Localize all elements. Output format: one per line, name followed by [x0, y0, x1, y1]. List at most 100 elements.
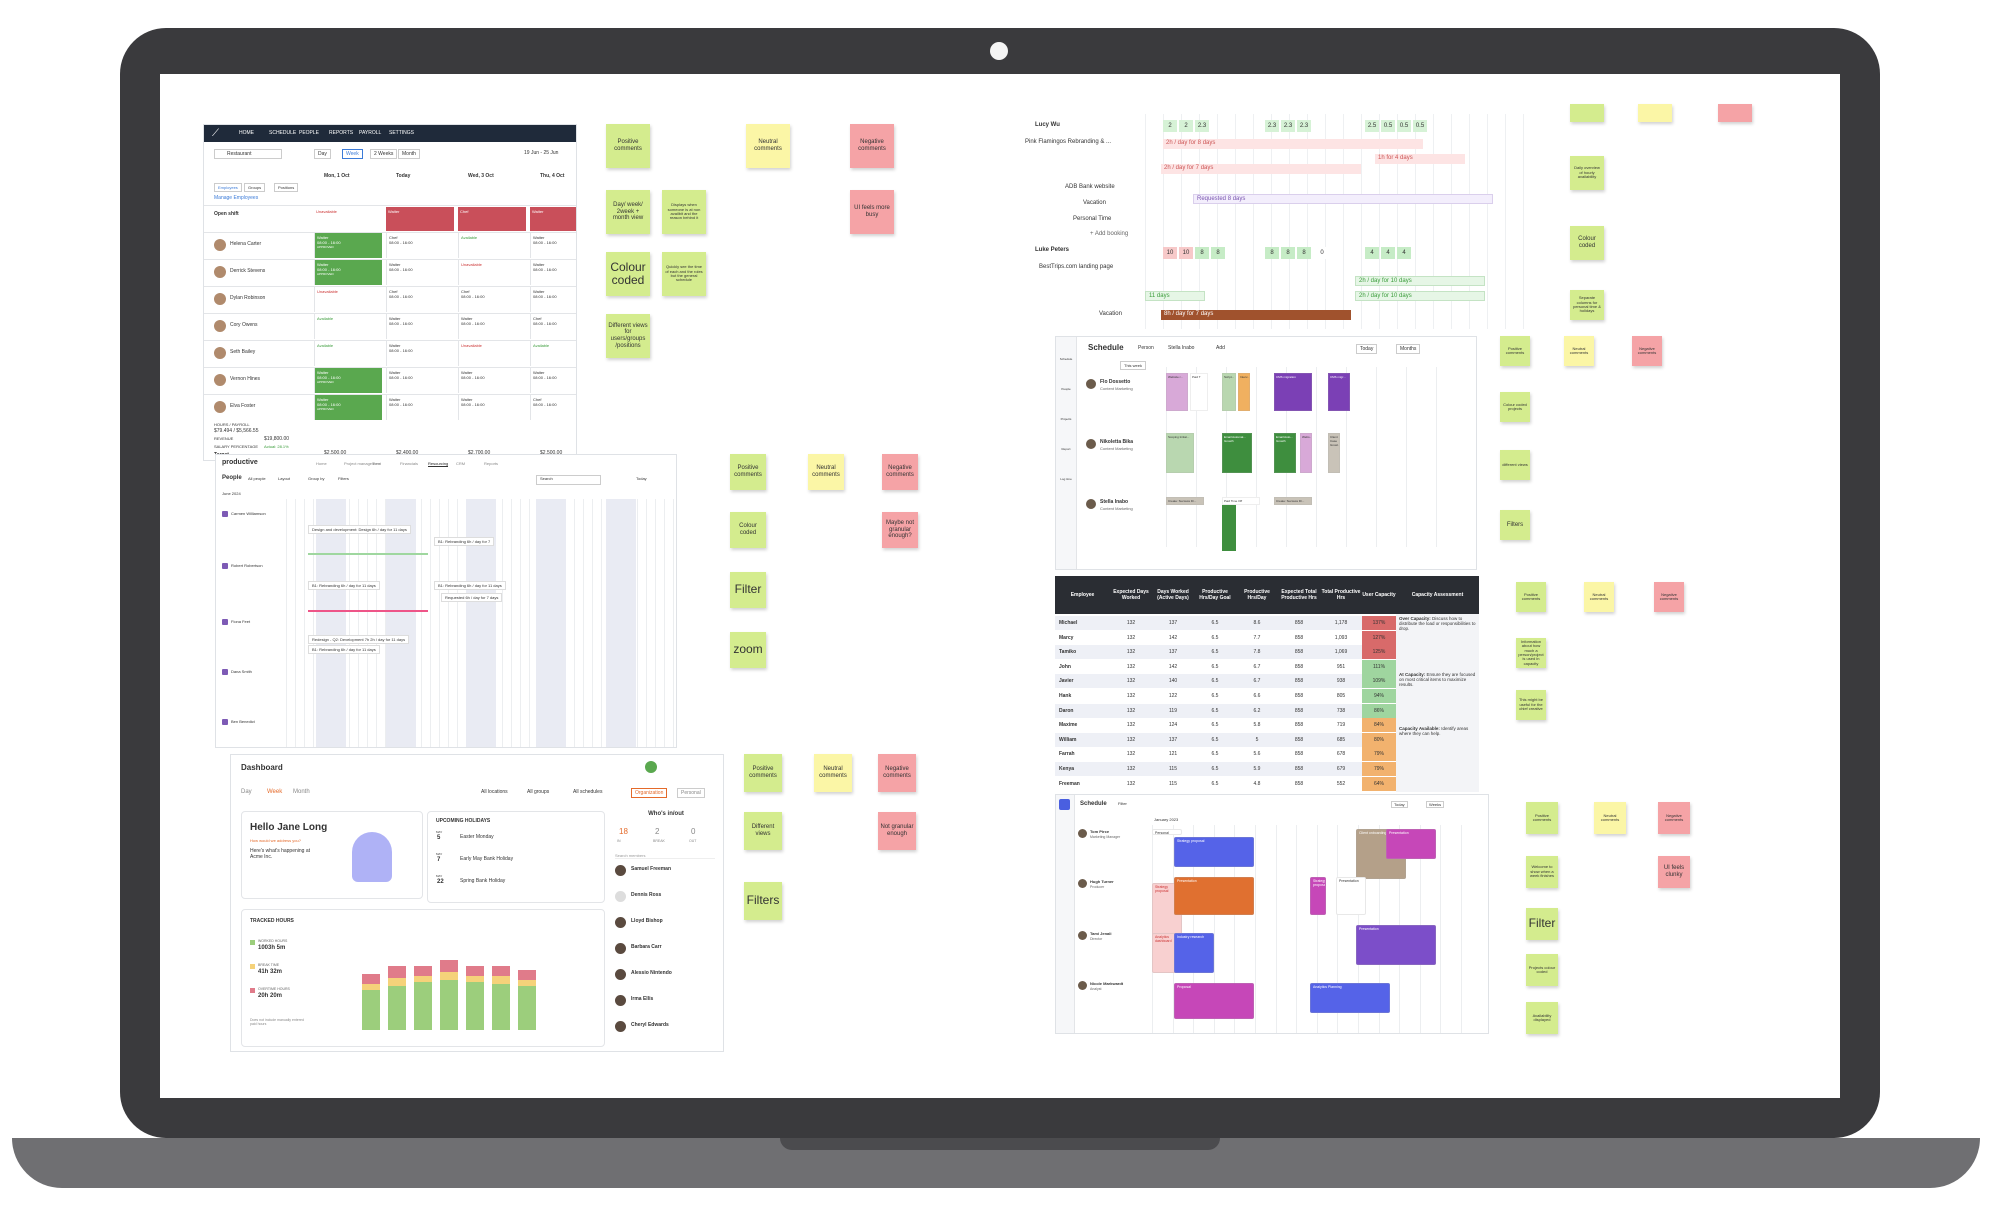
shift-cell[interactable]: Available	[314, 341, 382, 366]
add-button[interactable]: Add	[1216, 345, 1225, 351]
shift-cell[interactable]: Unavailable	[314, 287, 382, 312]
employee-name[interactable]: Seth Bailey	[230, 349, 256, 355]
booking-bar[interactable]: 2h / day for 10 days	[1355, 276, 1485, 286]
project-name[interactable]: BestTrips.com landing page	[1039, 264, 1114, 270]
filter-button[interactable]: Filter	[1118, 801, 1127, 806]
project-block[interactable]: Strategy proposal	[1310, 877, 1326, 915]
employee-name[interactable]: Helena Carter	[230, 241, 262, 247]
view-tab[interactable]: Day	[314, 149, 331, 159]
shift-cell[interactable]: Waiter 08:00 - 16:00	[386, 341, 454, 366]
view-tab[interactable]: Week	[342, 149, 363, 159]
nav-tab[interactable]: Home	[316, 461, 327, 466]
shift-cell[interactable]: Available	[530, 341, 576, 366]
booking-bar[interactable]: B1: Rebranding 6h / day for 11 days	[434, 581, 506, 590]
person-name[interactable]: Luke Peters	[1035, 247, 1070, 253]
booking-bar[interactable]: Design and development: Design 6h / day …	[308, 525, 411, 534]
today-button[interactable]: Today	[1356, 344, 1378, 354]
sidebar-item[interactable]: Schedule	[1059, 357, 1073, 361]
nav-item[interactable]: PAYROLL	[359, 130, 382, 136]
project-block[interactable]: Email Auto... Growth	[1274, 433, 1296, 473]
project-block[interactable]: Presentation	[1356, 925, 1436, 965]
shift-cell[interactable]: Waiter 08:00 - 16:00	[530, 260, 576, 285]
project-block[interactable]: Paid T	[1190, 373, 1208, 411]
shift-cell[interactable]: Chef 08:00 - 16:00	[530, 395, 576, 420]
member-name[interactable]: Cheryl Edwards	[631, 1022, 669, 1028]
project-block[interactable]: Analytics Planning	[1310, 983, 1390, 1013]
filter-select[interactable]: All groups	[527, 789, 550, 795]
nav-tab[interactable]: Financials	[400, 461, 419, 466]
shift-cell[interactable]: Available	[458, 233, 526, 258]
member-name[interactable]: Alessio Nintendo	[631, 970, 672, 976]
project-block[interactable]: Personal Leave	[1152, 829, 1182, 835]
member-name[interactable]: Irma Ellis	[631, 996, 654, 1002]
project-block[interactable]: Create: Success Dr...	[1274, 497, 1312, 505]
booking-bar[interactable]: Redesign - Q2: Development 7h 2h / day f…	[308, 635, 410, 644]
nav-item[interactable]: PEOPLE	[299, 130, 320, 136]
booking-bar[interactable]: 1h for 4 days	[1375, 154, 1465, 164]
employee-name[interactable]: Dylan Robinson	[230, 295, 266, 301]
nav-item[interactable]: HOME	[239, 130, 254, 136]
view-tab[interactable]: Month	[398, 149, 420, 159]
project-block[interactable]: Strategy proposal	[1174, 837, 1254, 867]
booking-bar[interactable]: B1: Rebranding 6h / day for 7	[434, 537, 495, 546]
filter-tab[interactable]: Groups	[244, 183, 266, 192]
weeks-select[interactable]: Weeks	[1426, 801, 1445, 808]
sidebar-item[interactable]: People	[1061, 387, 1071, 391]
nav-tab[interactable]: Resourcing	[428, 461, 449, 467]
project-block[interactable]: Client Case Growt...	[1328, 433, 1340, 473]
sidebar-item[interactable]: Log time	[1060, 477, 1072, 481]
shift-cell[interactable]: Waiter 08:00 - 16:00	[386, 368, 454, 393]
location-select[interactable]: Restaurant	[214, 149, 283, 159]
member-name[interactable]: Dennis Ross	[631, 892, 662, 898]
search-input[interactable]: Search	[536, 475, 601, 485]
employee-name[interactable]: Derrick Stevens	[230, 268, 266, 274]
booking-bar[interactable]: 2h / day for 8 days	[1163, 139, 1423, 149]
person-name[interactable]: Hugh Turner	[1090, 879, 1114, 884]
employee-name[interactable]: Elva Foster	[230, 403, 256, 409]
personal-toggle[interactable]: Personal	[677, 788, 705, 798]
project-block[interactable]: Email Automat... Growth	[1222, 433, 1252, 473]
project-name[interactable]: ADB Bank website	[1065, 184, 1115, 190]
filter-tab[interactable]: Employees	[214, 183, 242, 192]
shift-cell[interactable]: Waiter 08:00 - 16:00	[458, 368, 526, 393]
nav-item[interactable]: REPORTS	[329, 130, 354, 136]
shift-cell[interactable]: Chef 08:00 - 16:00	[386, 287, 454, 312]
nav-tab[interactable]: Time	[372, 461, 381, 466]
member-name[interactable]: Lloyd Bishop	[631, 918, 663, 924]
toolbar-control[interactable]: Layout	[278, 476, 291, 481]
employee-name[interactable]: Cory Owens	[230, 322, 258, 328]
sidebar-item[interactable]: Report	[1061, 447, 1071, 451]
person-name[interactable]: Tom Pirce	[1090, 829, 1110, 834]
booking-bar[interactable]: 8h / day for 7 days	[1161, 310, 1351, 320]
project-block[interactable]: Paid Time Off	[1222, 497, 1260, 505]
person-name[interactable]: Carmen Williamson	[231, 511, 266, 516]
project-block[interactable]: Presentation	[1386, 829, 1436, 859]
months-select[interactable]: Months	[1396, 344, 1421, 354]
shift-cell[interactable]: Unavailable	[458, 341, 526, 366]
today-button[interactable]: Today	[636, 476, 647, 481]
person-name[interactable]: Lucy Wu	[1035, 122, 1060, 128]
filter-tab[interactable]: Positions	[274, 183, 299, 192]
nav-item[interactable]: SCHEDULE	[269, 130, 297, 136]
booking-bar[interactable]: 2h / day for 7 days	[1161, 164, 1361, 174]
nav-tab[interactable]: Reports	[484, 461, 499, 466]
booking-bar[interactable]: Requested 6h / day for 7 days	[441, 593, 503, 602]
project-block[interactable]: CMS migr...	[1328, 373, 1350, 411]
person-name[interactable]: Stella Inabo	[1100, 499, 1129, 505]
shift-cell[interactable]: Chef 08:00 - 16:00	[386, 233, 454, 258]
toolbar-control[interactable]: All people	[248, 476, 266, 481]
booking-bar[interactable]: 2h / day for 10 days	[1355, 291, 1485, 301]
view-tab[interactable]: Week	[267, 789, 283, 795]
toolbar-control[interactable]: Group by	[308, 476, 325, 481]
shift-cell[interactable]: Chef	[458, 207, 526, 231]
project-block[interactable]: Create: Success Dr...	[1166, 497, 1204, 505]
manage-employees-link[interactable]: Manage Employees	[214, 195, 259, 201]
shift-cell[interactable]: Waiter 08:00 - 16:00 APPROVED	[314, 260, 382, 285]
shift-cell[interactable]: Unavailable	[314, 207, 382, 231]
shift-cell[interactable]: Unavailable	[458, 260, 526, 285]
project-block[interactable]: Presentation	[1174, 877, 1254, 915]
shift-cell[interactable]: Waiter 08:00 - 16:00	[386, 314, 454, 339]
view-tab[interactable]: Month	[293, 789, 310, 795]
person-name[interactable]: Dana Smith	[231, 669, 252, 674]
person-name[interactable]: Nikoletta Bika	[1100, 439, 1134, 445]
